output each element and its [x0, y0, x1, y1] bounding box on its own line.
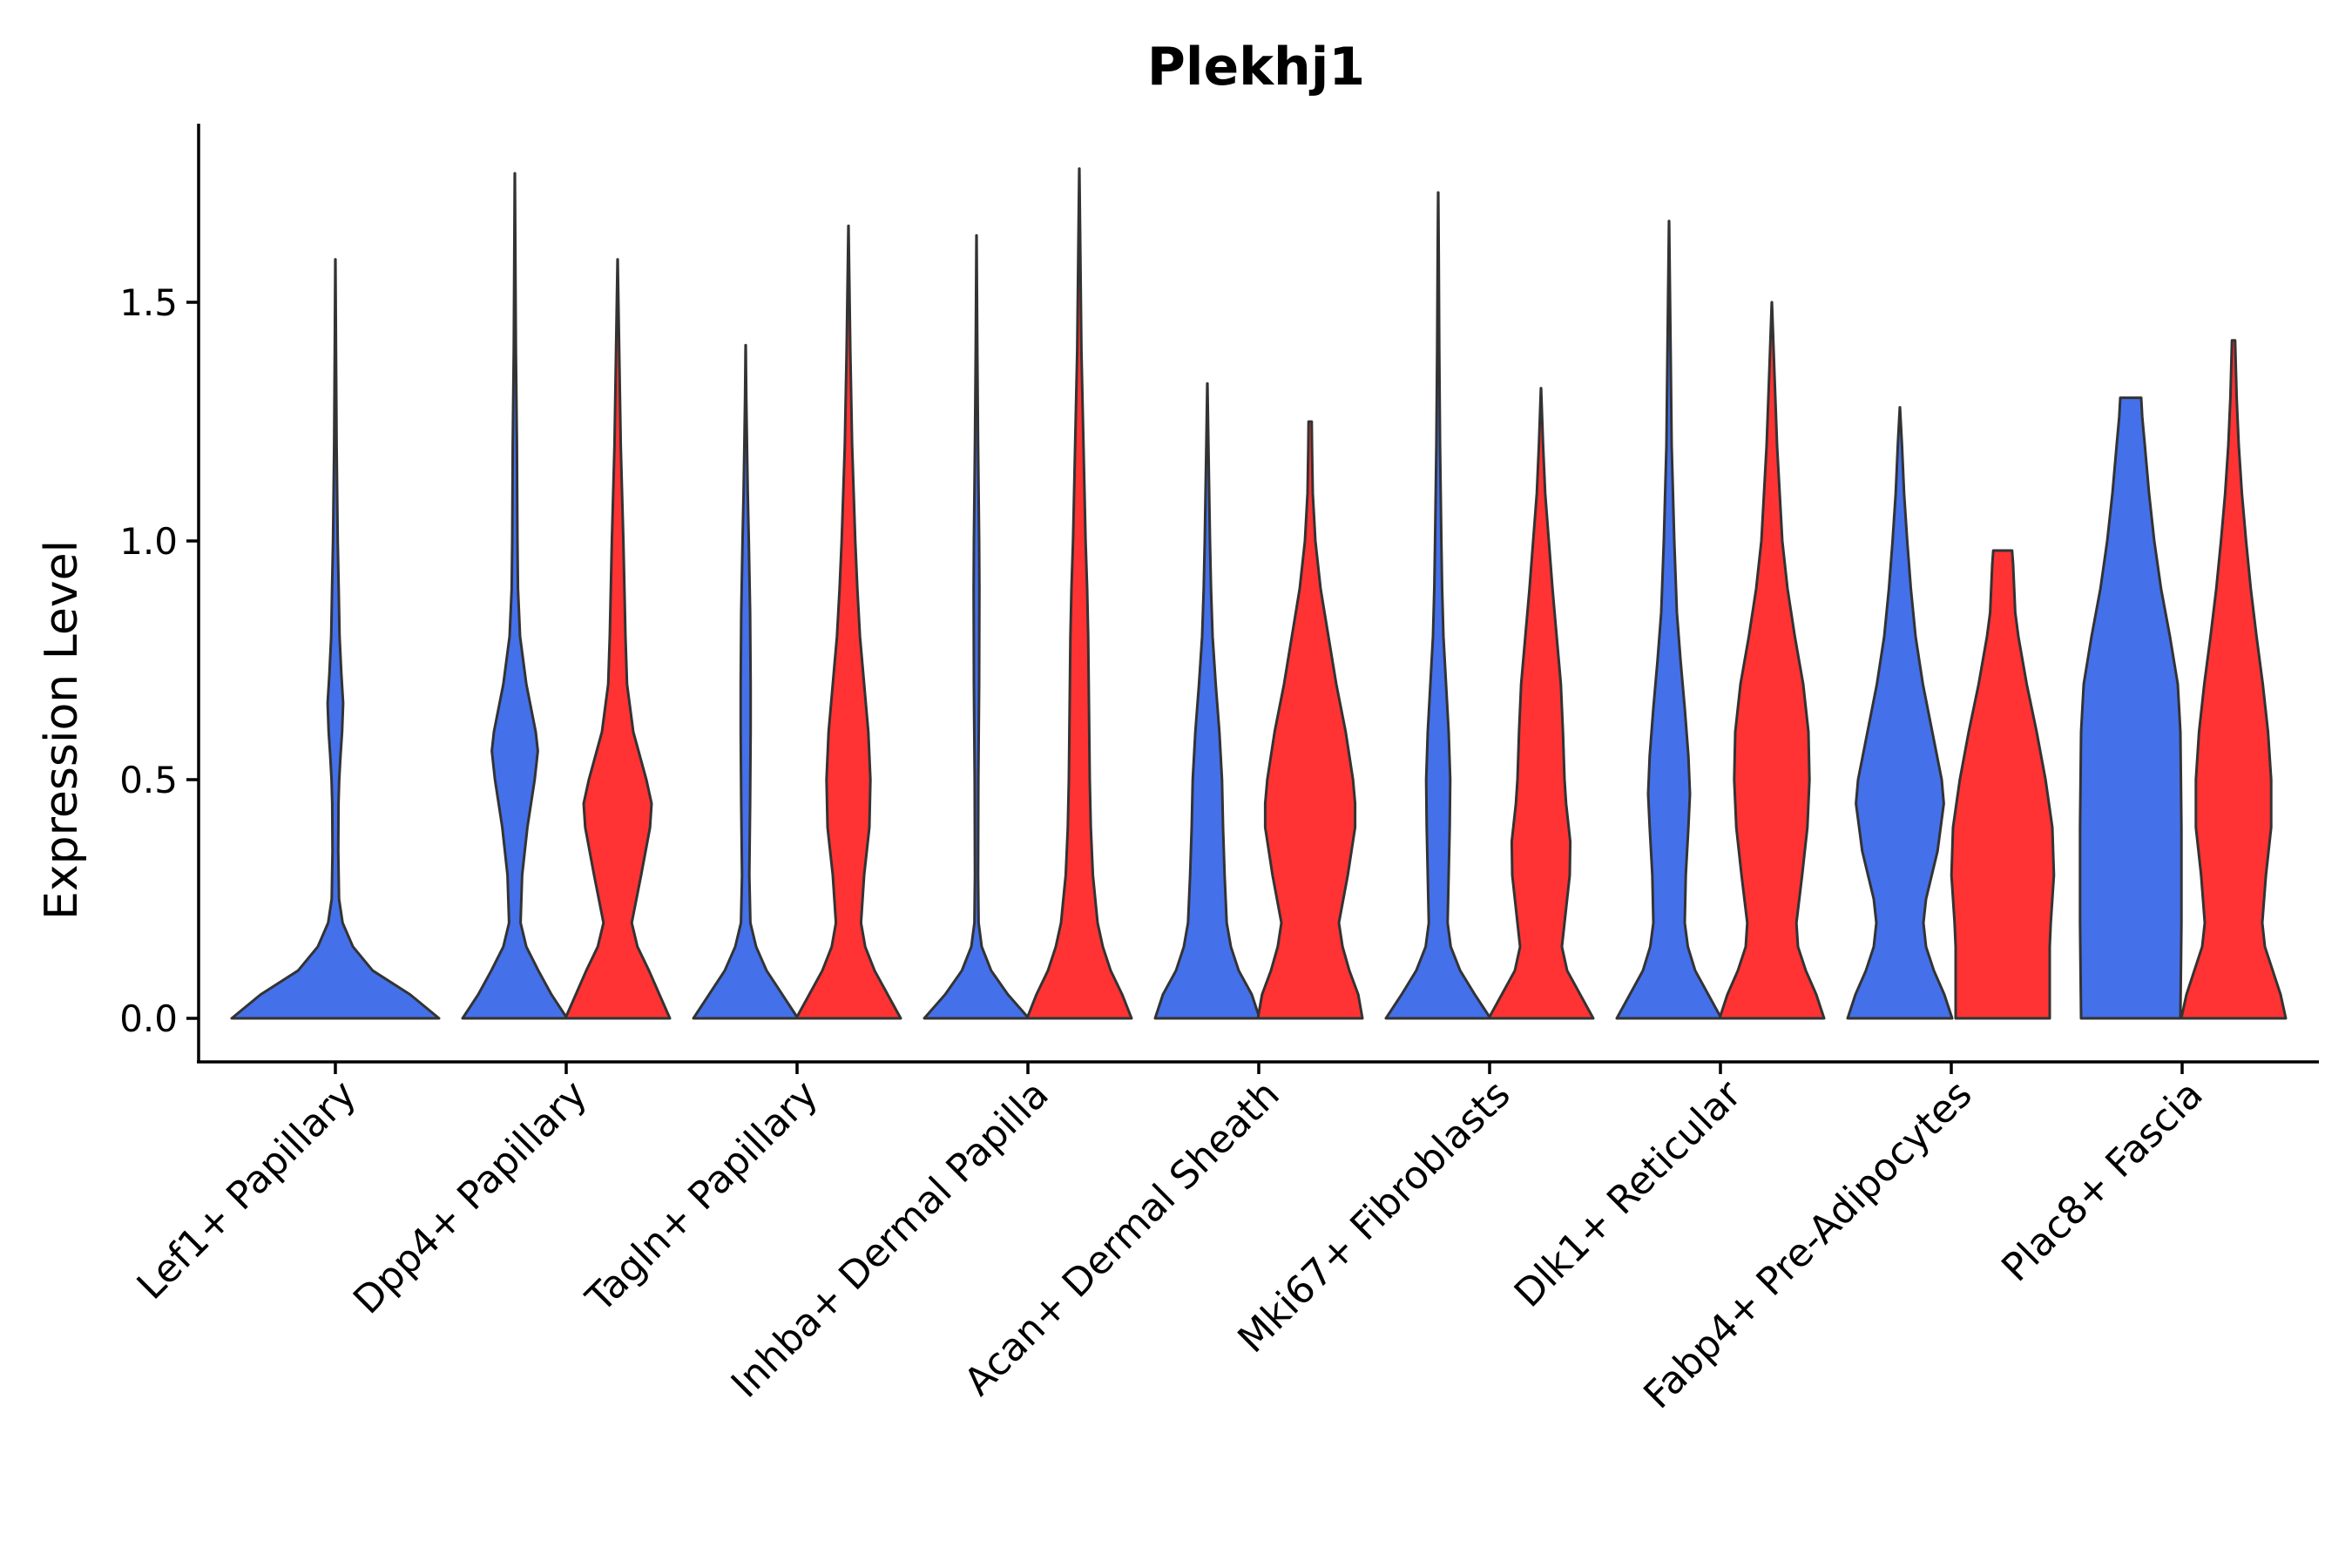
chart-title: Plekhj1	[1147, 37, 1365, 98]
x-tick-label: Dpp4+ Papillary	[345, 1072, 596, 1323]
violin-red-3	[1025, 167, 1133, 1020]
violin-blue-0	[230, 258, 441, 1020]
y-tick-label: 0.0	[119, 997, 178, 1040]
violin-red-1	[564, 258, 672, 1020]
violin-blue-8	[2078, 396, 2183, 1020]
x-tick-label: Dlk1+ Reticular	[1506, 1071, 1751, 1316]
violin-blue-6	[1615, 220, 1723, 1020]
violin-blue-4	[1153, 382, 1261, 1020]
violin-blue-1	[461, 172, 569, 1020]
violin-red-4	[1256, 420, 1364, 1020]
violin-blue-3	[923, 233, 1031, 1020]
x-tick-label: Tagln+ Papillary	[578, 1072, 827, 1321]
x-tick-label: Lef1+ Papillary	[129, 1072, 365, 1308]
violins	[230, 167, 2288, 1020]
y-ticks: 0.0 0.5 1.0 1.5	[119, 281, 199, 1040]
y-tick-label: 0.5	[119, 759, 178, 801]
y-tick-label: 1.0	[119, 520, 178, 563]
y-axis-label: Expression Level	[36, 540, 88, 920]
violin-blue-7	[1846, 406, 1954, 1020]
violin-red-5	[1487, 387, 1595, 1020]
x-tick-label: Plac8+ Fascia	[1993, 1072, 2212, 1291]
y-tick-label: 1.5	[119, 281, 178, 324]
violin-red-2	[794, 224, 902, 1020]
violin-red-6	[1718, 301, 1826, 1020]
violin-blue-2	[692, 343, 800, 1020]
violin-red-7	[1950, 549, 2056, 1020]
violin-red-8	[2180, 339, 2288, 1020]
violin-blue-5	[1384, 191, 1492, 1020]
